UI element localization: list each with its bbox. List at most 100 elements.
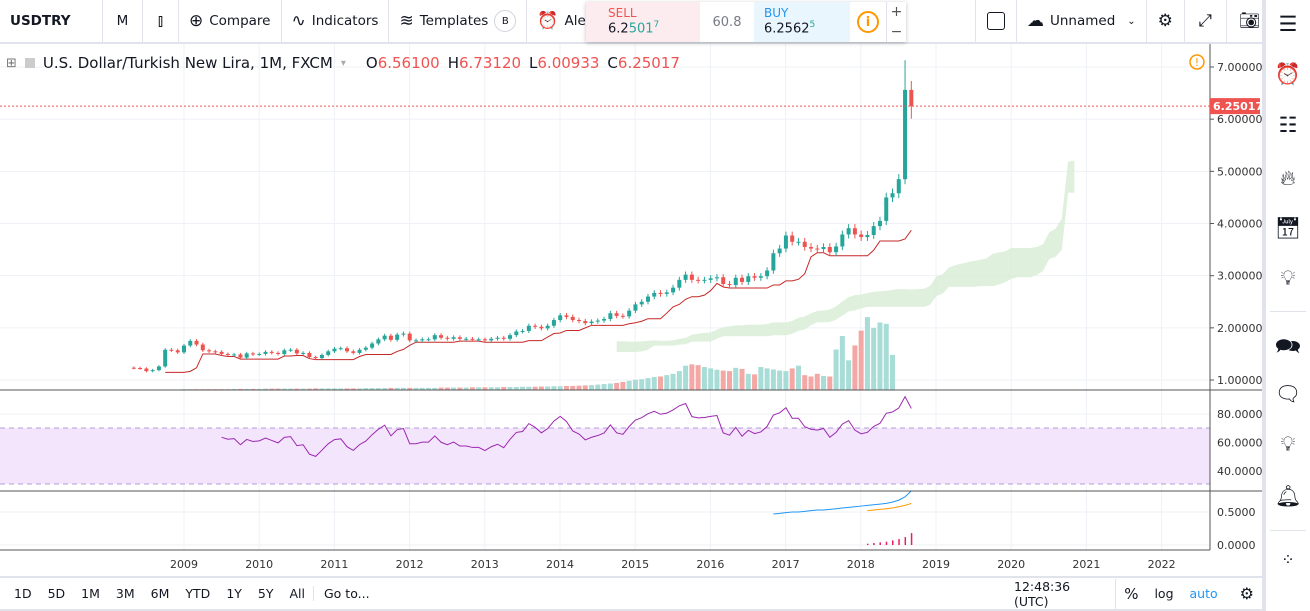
candle-body — [401, 333, 406, 335]
rsi-band — [0, 428, 1210, 484]
quantity-plus-button[interactable]: + — [890, 4, 903, 20]
expand-icon[interactable]: ⊞ — [6, 55, 17, 71]
volume-bar — [413, 387, 419, 390]
range-ytd[interactable]: YTD — [185, 586, 211, 601]
buy-label: BUY — [764, 6, 789, 20]
time-axis-label: 2013 — [471, 558, 499, 571]
alarm-icon[interactable]: ⏰ — [1274, 62, 1302, 86]
buy-button[interactable]: BUY 6.25625 — [754, 2, 850, 42]
cloud-icon: ☁ — [1027, 11, 1044, 31]
volume-bar — [306, 388, 312, 390]
layout-button[interactable]: ☁ Unnamed ⌄ — [1017, 0, 1147, 42]
series-legend: ⊞ U.S. Dollar/Turkish New Lira, 1M, FXCM… — [6, 54, 680, 72]
candle-body — [664, 292, 669, 294]
candle-body — [777, 248, 782, 254]
fullscreen-button[interactable]: ⤢ — [1185, 0, 1227, 42]
alert-button[interactable]: ⏰ Ale — [527, 0, 595, 42]
percent-toggle[interactable]: % — [1124, 584, 1139, 603]
candle-body — [363, 347, 368, 350]
clock[interactable]: 12:48:36 (UTC) — [1006, 578, 1117, 609]
streams-icon[interactable]: 💡︎ — [1280, 432, 1296, 456]
price-axis-label: 7.00000 — [1217, 61, 1262, 74]
candle-body — [319, 354, 324, 359]
candle-body — [840, 234, 845, 247]
fullscreen-select-button[interactable] — [975, 0, 1017, 42]
sell-button[interactable]: SELL 6.25017 — [586, 2, 700, 42]
volume-bar — [363, 388, 369, 390]
volume-bar — [570, 385, 576, 390]
candle-body — [219, 351, 224, 354]
settings-button[interactable]: ⚙ — [1147, 0, 1185, 42]
indicator-bar — [904, 537, 907, 545]
ideas-icon[interactable]: 💡︎ — [1280, 266, 1296, 290]
snapshot-button[interactable]: 📷︎ — [1227, 0, 1273, 42]
range-1d[interactable]: 1D — [14, 586, 32, 601]
dots-icon[interactable]: ⁘ — [1281, 550, 1295, 569]
indicators-icon: ∿ — [291, 11, 306, 31]
candles-icon: ⫾ — [157, 11, 164, 31]
volume-bar — [488, 387, 494, 390]
volume-bar — [463, 387, 469, 390]
volume-bar — [432, 387, 438, 390]
volume-bar — [864, 317, 870, 390]
range-3m[interactable]: 3M — [115, 586, 135, 601]
candle-body — [671, 287, 676, 293]
watchlist-icon[interactable]: ☰ — [1278, 12, 1298, 36]
auto-toggle[interactable]: auto — [1189, 586, 1218, 601]
symbol-search[interactable]: USDTRY — [0, 0, 103, 42]
info-icon: i — [857, 11, 879, 33]
chat-icon[interactable]: 🗨︎ — [1274, 382, 1302, 406]
templates-button[interactable]: ≋ Templates B — [389, 0, 528, 42]
interval-button[interactable]: M — [103, 0, 143, 42]
candle-body — [639, 301, 644, 305]
candle-body — [382, 335, 387, 340]
chart-type-button[interactable]: ⫾ — [143, 0, 179, 42]
volume-bar — [739, 368, 745, 390]
volume-bar — [752, 374, 758, 390]
range-5d[interactable]: 5D — [47, 586, 66, 601]
calendar-icon[interactable]: 📅︎ — [1274, 216, 1302, 240]
indicator-bar — [910, 533, 913, 545]
chart-area[interactable] — [0, 44, 1262, 576]
volume-bar — [419, 387, 425, 390]
volume-bar — [507, 387, 513, 390]
data-window-icon[interactable]: ☷ — [1278, 113, 1298, 137]
price-chart[interactable]: 2009 2010 2011 2012 2013 2014 2015 2016 2017 2018… — [0, 44, 1262, 578]
series-title[interactable]: U.S. Dollar/Turkish New Lira, 1M, FXCM — [42, 54, 333, 72]
info-button[interactable]: i — [850, 2, 886, 42]
volume-bar — [231, 388, 237, 390]
compare-button[interactable]: ⊕ Compare — [179, 0, 282, 42]
gear-icon[interactable]: ⚙ — [1239, 584, 1254, 603]
flag-icon[interactable] — [24, 58, 35, 68]
chevron-down-icon[interactable]: ▾ — [340, 57, 346, 69]
range-1m[interactable]: 1M — [81, 586, 100, 601]
price-axis-label: 5.00000 — [1217, 165, 1262, 178]
log-toggle[interactable]: log — [1154, 586, 1174, 601]
candle-body — [620, 315, 625, 317]
volume-bar — [538, 386, 544, 390]
indicators-button[interactable]: ∿ Indicators — [282, 0, 390, 42]
volume-bar — [821, 375, 827, 390]
templates-icon: ≋ — [399, 11, 414, 31]
range-1y[interactable]: 1Y — [226, 586, 242, 601]
quantity-minus-button[interactable]: − — [890, 24, 903, 40]
volume-bar — [344, 388, 350, 390]
chats-icon[interactable]: 🗪 — [1274, 334, 1302, 358]
range-6m[interactable]: 6M — [150, 586, 170, 601]
indicator-bar — [885, 541, 888, 545]
volume-bar — [319, 388, 325, 390]
candle-body — [464, 338, 469, 340]
buy-price-main: 6.2562 — [764, 21, 810, 37]
bell-icon[interactable]: 🔔︎ — [1274, 484, 1302, 508]
candle-body — [489, 338, 494, 341]
candle-body — [326, 351, 331, 355]
hotlist-icon[interactable]: 🔥︎ — [1280, 166, 1296, 190]
range-5y[interactable]: 5Y — [257, 586, 274, 601]
warning-icon[interactable] — [1189, 54, 1205, 70]
goto-button[interactable]: Go to... — [324, 586, 370, 601]
candle-body — [288, 349, 293, 351]
range-all[interactable]: All — [289, 586, 306, 601]
indicator-bar — [873, 543, 875, 545]
time-axis-label: 2010 — [245, 558, 273, 571]
candle-body — [627, 310, 632, 317]
